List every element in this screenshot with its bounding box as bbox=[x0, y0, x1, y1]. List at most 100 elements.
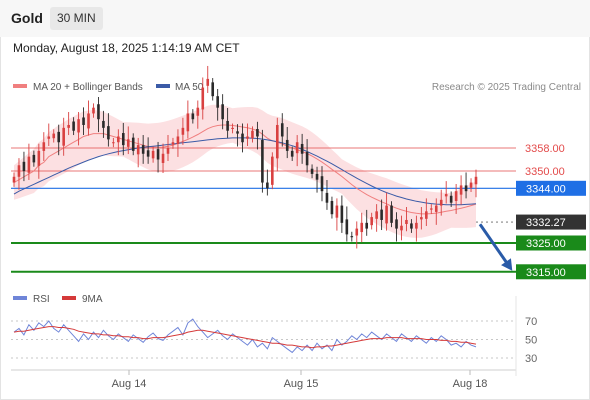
candle-body bbox=[117, 136, 120, 143]
candle-body bbox=[295, 142, 299, 154]
candle-body bbox=[136, 145, 140, 155]
candle-body bbox=[176, 136, 180, 144]
candle-body bbox=[464, 185, 468, 192]
candle-body bbox=[121, 133, 125, 146]
candle-body bbox=[434, 205, 438, 212]
level-tag-3344.00 bbox=[516, 180, 586, 196]
bollinger-bands bbox=[14, 104, 476, 238]
chart-datetime: Monday, August 18, 2025 1:14:19 AM CET bbox=[13, 41, 240, 55]
ma50-line bbox=[13, 137, 477, 206]
ma20-legend-label: MA 20 + Bollinger Bands bbox=[33, 82, 143, 93]
x-tick-label-Aug 14: Aug 14 bbox=[112, 378, 147, 390]
candle-body bbox=[315, 173, 319, 180]
candle-body bbox=[410, 223, 413, 229]
candle-body bbox=[82, 117, 85, 125]
ma50-legend-label: MA 50 bbox=[175, 82, 204, 93]
candle-body bbox=[47, 136, 51, 139]
candle-body bbox=[256, 129, 259, 137]
ma50-legend-swatch bbox=[156, 84, 170, 88]
timeframe-badge[interactable]: 30 MIN bbox=[50, 7, 103, 30]
candle-body bbox=[206, 78, 210, 86]
candle-body bbox=[161, 153, 165, 163]
candle-body bbox=[37, 150, 41, 166]
candle-body bbox=[12, 176, 16, 183]
candle-body bbox=[97, 104, 100, 120]
candle-body bbox=[236, 131, 239, 134]
candle-body bbox=[17, 165, 21, 177]
candle-body bbox=[196, 107, 200, 116]
candle-body bbox=[92, 107, 95, 114]
rsi-legend-swatch bbox=[13, 296, 27, 300]
asset-name: Gold bbox=[11, 10, 43, 26]
candle-body bbox=[370, 217, 373, 226]
candle-body bbox=[42, 142, 46, 151]
candle-body bbox=[345, 219, 349, 235]
rsi-level-label-30: 30 bbox=[525, 353, 537, 365]
watermark: Research © 2025 Trading Central bbox=[432, 82, 581, 93]
candle-body bbox=[126, 139, 130, 147]
candle-body bbox=[271, 156, 274, 185]
level-tag-3325.00 bbox=[516, 235, 586, 251]
candle-body bbox=[22, 161, 26, 172]
candle-body bbox=[395, 219, 398, 229]
candle-body bbox=[52, 133, 56, 139]
rsi9-line bbox=[13, 326, 477, 349]
candlesticks bbox=[12, 65, 478, 249]
candle-body bbox=[275, 124, 279, 159]
candle-body bbox=[449, 195, 453, 203]
rsi-panel: 70 50 30 bbox=[11, 316, 537, 365]
candle-body bbox=[201, 87, 205, 110]
candle-body bbox=[107, 126, 110, 140]
candle-body bbox=[221, 104, 224, 120]
candle-body bbox=[67, 124, 70, 128]
projection-arrow-shaft bbox=[478, 223, 512, 269]
candle-body bbox=[290, 150, 294, 157]
moving-averages bbox=[13, 124, 477, 215]
candle-body bbox=[365, 222, 369, 229]
candle-body bbox=[186, 113, 190, 132]
level-label-3325.00: 3325.00 bbox=[526, 238, 566, 250]
candle-body bbox=[131, 137, 135, 151]
header-bar: Gold 30 MIN bbox=[0, 0, 590, 37]
candle-body bbox=[57, 131, 61, 143]
level-label-3358.00: 3358.00 bbox=[525, 143, 565, 155]
level-tag-3315.00 bbox=[516, 264, 586, 280]
candle-body bbox=[112, 142, 115, 144]
candle-body bbox=[280, 123, 284, 137]
candle-body bbox=[191, 113, 195, 120]
candle-body bbox=[181, 127, 185, 135]
candle-body bbox=[171, 142, 175, 145]
candle-body bbox=[310, 168, 314, 174]
candle-body bbox=[261, 139, 264, 183]
candle-body bbox=[32, 154, 36, 163]
candle-body bbox=[102, 120, 105, 128]
ma20-legend-swatch bbox=[13, 84, 27, 88]
candle-body bbox=[469, 182, 473, 188]
candle-body bbox=[156, 149, 160, 160]
candle-body bbox=[266, 182, 269, 189]
level-label-3350.00: 3350.00 bbox=[525, 166, 565, 178]
candle-body bbox=[166, 148, 170, 154]
ma20-line bbox=[13, 124, 477, 215]
candle-body bbox=[444, 194, 448, 197]
level-label-3344.00: 3344.00 bbox=[526, 183, 566, 195]
candle-body bbox=[415, 222, 418, 229]
level-label-3315.00: 3315.00 bbox=[526, 267, 566, 279]
candle-body bbox=[226, 120, 229, 131]
rsi-line bbox=[13, 318, 477, 354]
candle-body bbox=[325, 192, 329, 203]
candle-body bbox=[400, 225, 403, 231]
candle-body bbox=[390, 205, 393, 223]
x-tick-label-Aug 18: Aug 18 bbox=[453, 378, 488, 390]
candle-body bbox=[429, 208, 433, 210]
candle-body bbox=[151, 150, 155, 159]
rsi9-legend-swatch bbox=[62, 296, 76, 300]
rsi9-legend-label: 9MA bbox=[82, 294, 103, 305]
projection-arrow-head bbox=[501, 258, 513, 271]
level-tag-3332.27 bbox=[516, 214, 586, 230]
level-labels: 3358.00 3350.00 3344.00 3332.27 3325.00 3315.… bbox=[516, 143, 586, 280]
candle-body bbox=[425, 211, 428, 219]
candle-body bbox=[300, 143, 304, 154]
candle-body bbox=[375, 211, 378, 219]
